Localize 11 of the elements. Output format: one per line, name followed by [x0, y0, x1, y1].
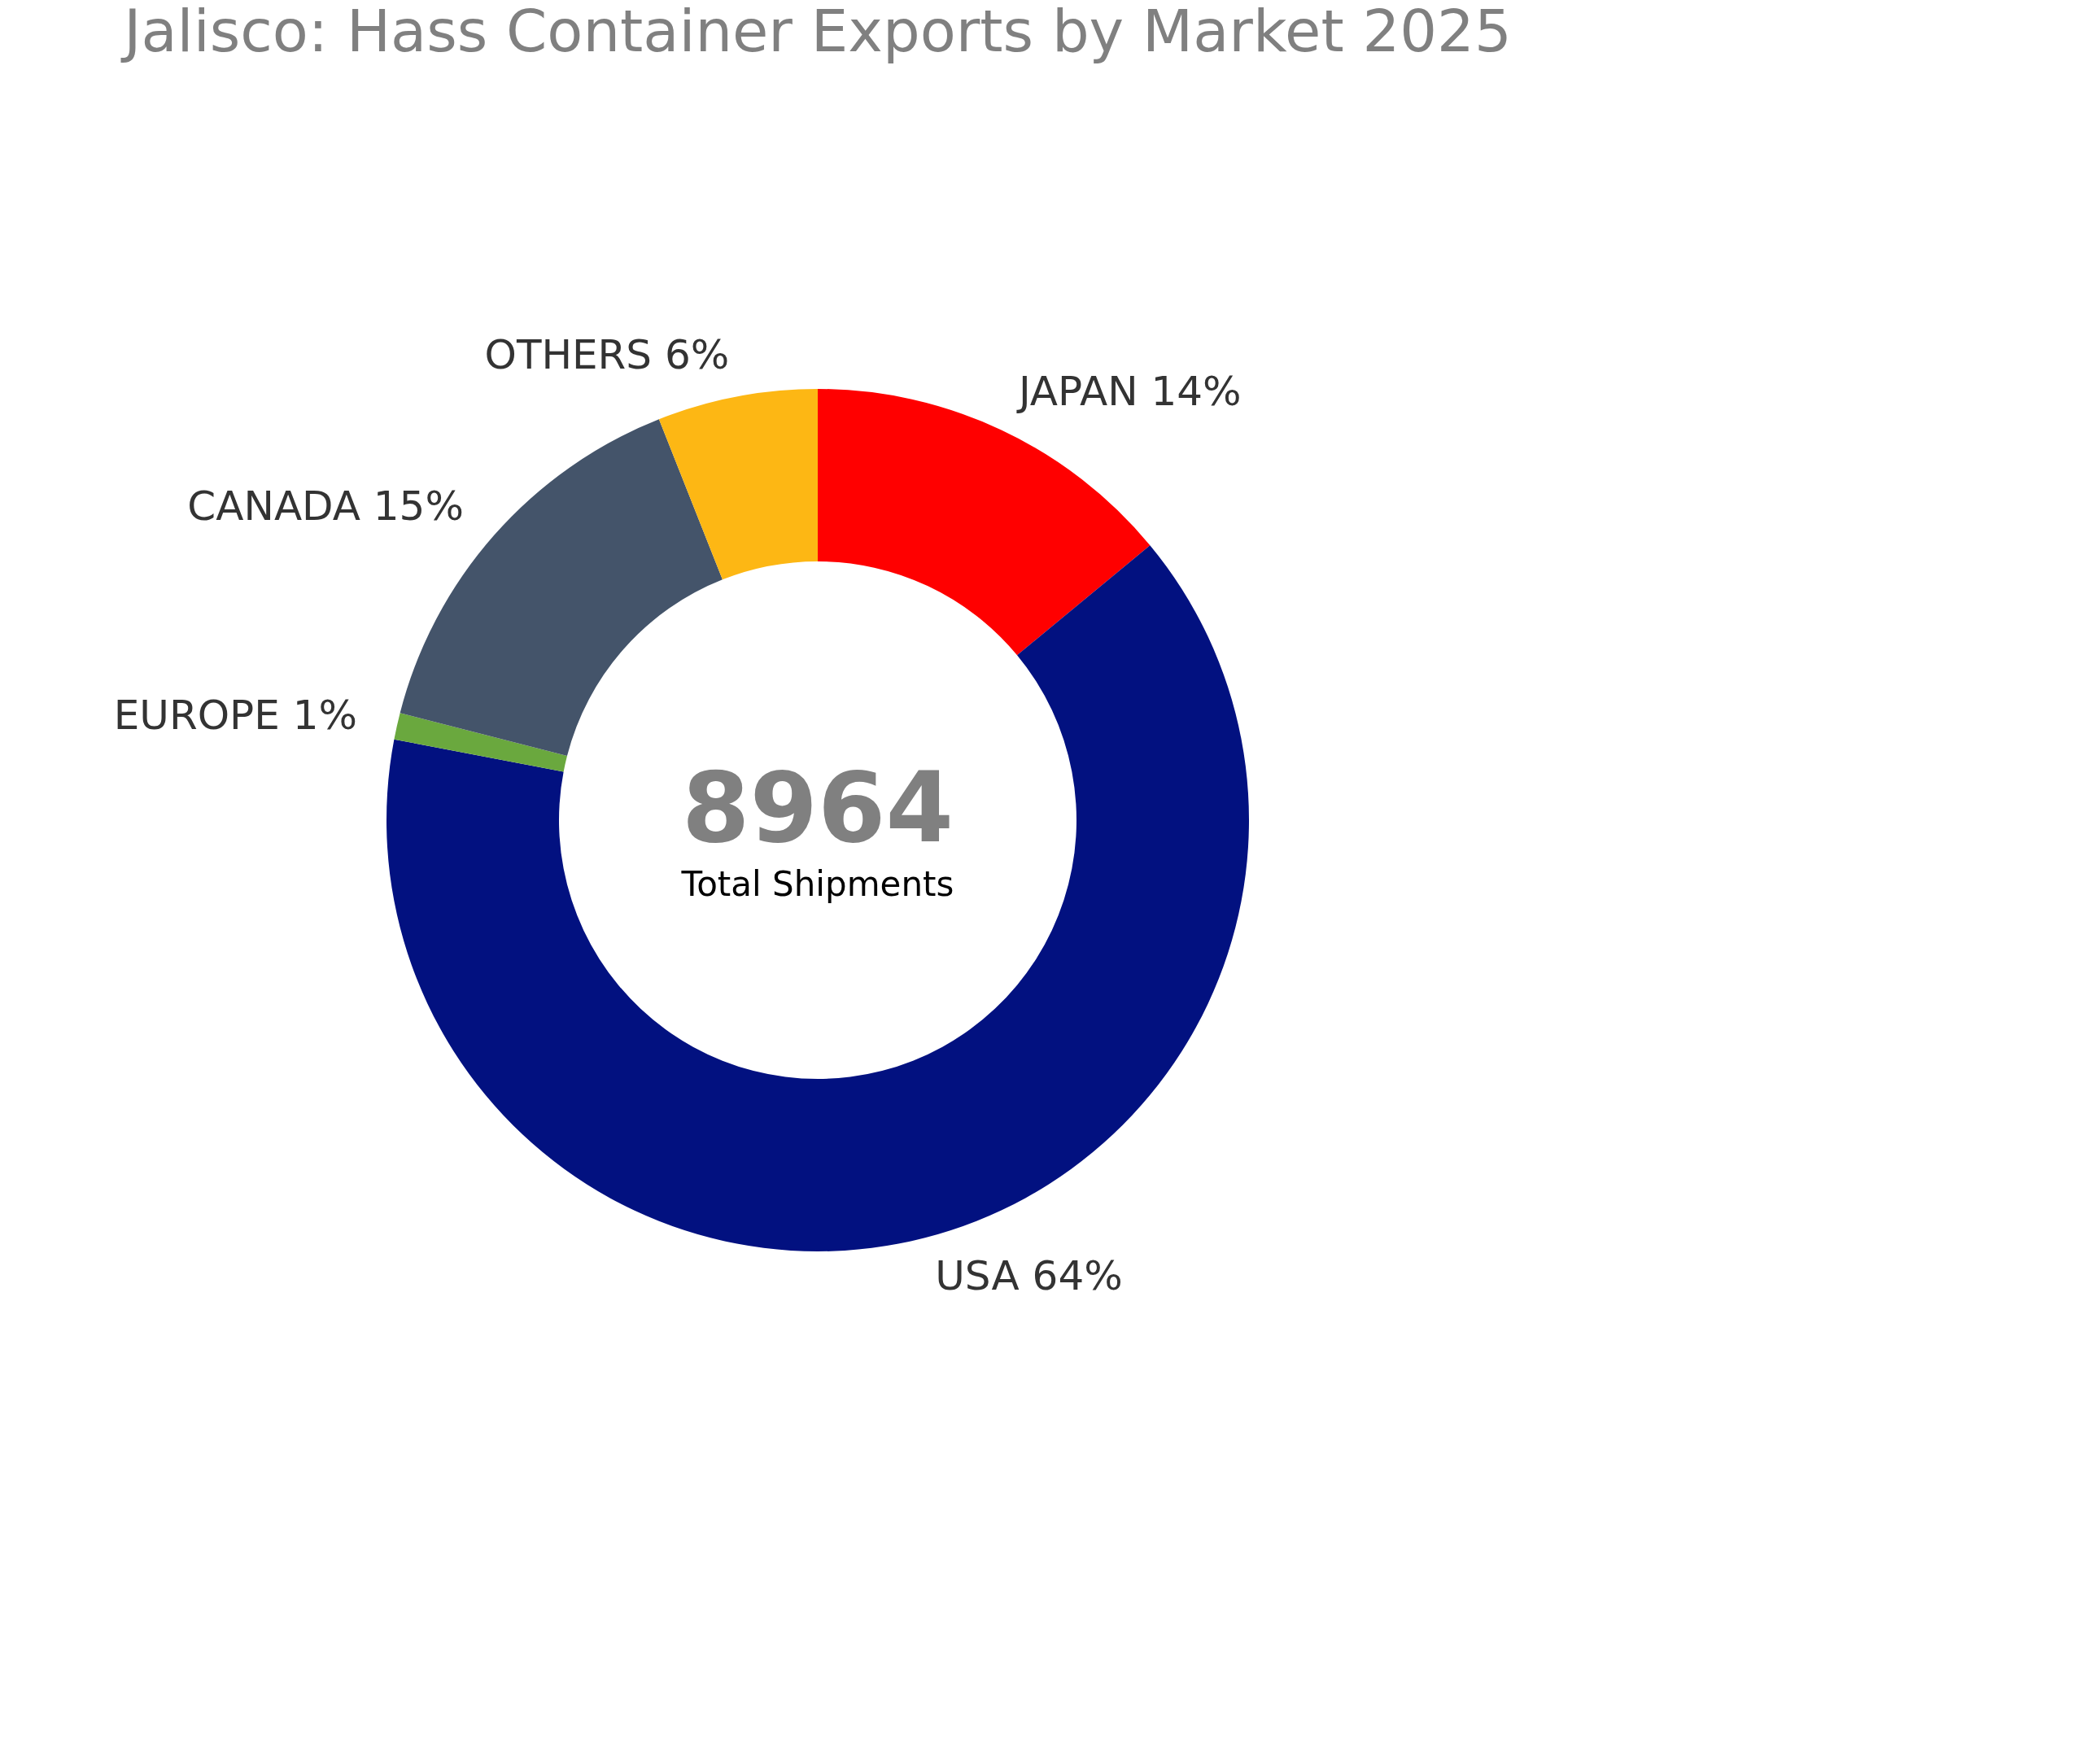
donut-slice — [386, 545, 1249, 1251]
slice-label: EUROPE 1% — [113, 692, 357, 740]
chart-title: Jalisco: Hass Container Exports by Market 2025 — [120, 0, 1512, 65]
slice-label: OTHERS 6% — [484, 331, 730, 379]
slice-label: JAPAN 14% — [1015, 368, 1242, 416]
text: Total Shipments — [680, 864, 954, 904]
slice-label: CANADA 15% — [187, 482, 464, 531]
donut-slice — [658, 389, 818, 580]
slice-label: USA 64% — [935, 1251, 1123, 1299]
donut-slice — [394, 713, 567, 772]
text: 8964 — [682, 751, 954, 864]
